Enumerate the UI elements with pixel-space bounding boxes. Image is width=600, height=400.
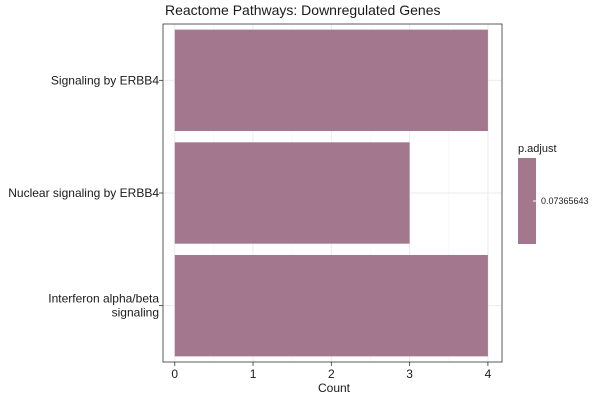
bar (174, 254, 488, 357)
x-axis-title: Count (318, 381, 351, 395)
y-tick-label: Interferon alpha/beta (48, 292, 159, 306)
legend-title: p.adjust (518, 143, 557, 155)
x-tick-label: 0 (171, 367, 178, 381)
x-tick-label: 4 (485, 367, 492, 381)
legend-colorbar (518, 158, 536, 244)
legend: p.adjust 0.07365643 (518, 143, 589, 244)
y-tick-label: Nuclear signaling by ERBB4 (8, 186, 159, 200)
y-tick-label: signaling (112, 306, 159, 320)
x-tick-label: 1 (250, 367, 257, 381)
bar (174, 29, 488, 132)
chart-title: Reactome Pathways: Downregulated Genes (165, 2, 440, 18)
legend-value-label: 0.07365643 (541, 196, 589, 206)
x-tick-label: 2 (328, 367, 335, 381)
plot-area: 0 1 2 3 4 Signaling by ERBB4 Nuclear signaling… (8, 23, 503, 381)
bar (174, 142, 410, 244)
x-tick-label: 3 (406, 367, 413, 381)
y-tick-label: Signaling by ERBB4 (51, 73, 159, 87)
